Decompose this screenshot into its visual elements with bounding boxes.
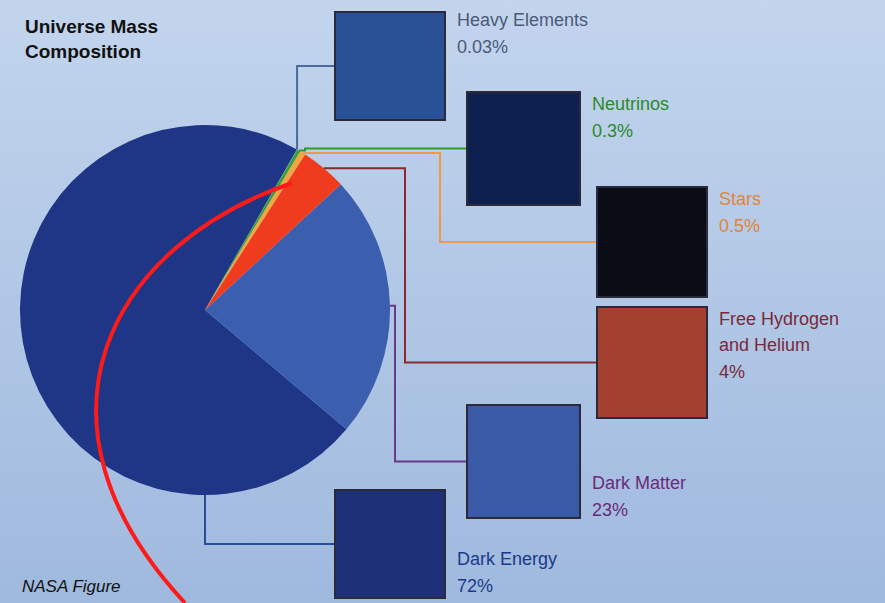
plot-area [20,125,390,495]
picture-box [467,405,580,518]
slice-label: Dark Energy [457,549,557,569]
leader-line [205,495,335,544]
data-label: 23% [592,500,628,520]
text-line: and Helium [719,335,810,355]
text-line: Neutrinos [592,94,669,114]
callouts: Heavy Elements 0.03% Neutrinos 0.3% Stars 0.5… [205,10,839,598]
data-label: 72% [457,576,493,596]
chart: Universe Mass Composition Heavy Elements 0.… [0,0,885,603]
annotation-curve [96,183,292,603]
leader-line [299,149,467,151]
pie [20,125,390,495]
picture-box [467,92,580,205]
text-line: Dark Energy [457,549,557,569]
slice-label: Neutrinos [592,94,669,114]
annotation: NASA Figure [22,577,121,596]
leader-line [297,66,335,150]
leader-line [324,168,597,362]
text-line: Free Hydrogen [719,309,839,329]
picture-box [335,490,445,598]
leader-line [303,153,597,242]
picture-box [597,187,707,297]
picture-box [597,307,707,418]
slice-label: Dark Matter [592,473,686,493]
text-line: Universe Mass [25,16,158,37]
data-label: 0.03% [457,37,508,57]
picture-box [335,12,445,120]
text-line: Dark Matter [592,473,686,493]
background [0,0,885,603]
slice-label: Stars [719,189,761,209]
text-line: Stars [719,189,761,209]
slice-label: Free Hydrogen and Helium [719,309,839,355]
text-line: Composition [25,41,141,62]
leader-line [390,306,467,462]
title: Universe Mass Composition [25,16,158,62]
data-label: 0.3% [592,121,633,141]
slice-label: Heavy Elements [457,10,588,30]
pie-slice [205,154,341,310]
data-label: 0.5% [719,216,760,236]
data-label: 4% [719,362,745,382]
text-line: Heavy Elements [457,10,588,30]
